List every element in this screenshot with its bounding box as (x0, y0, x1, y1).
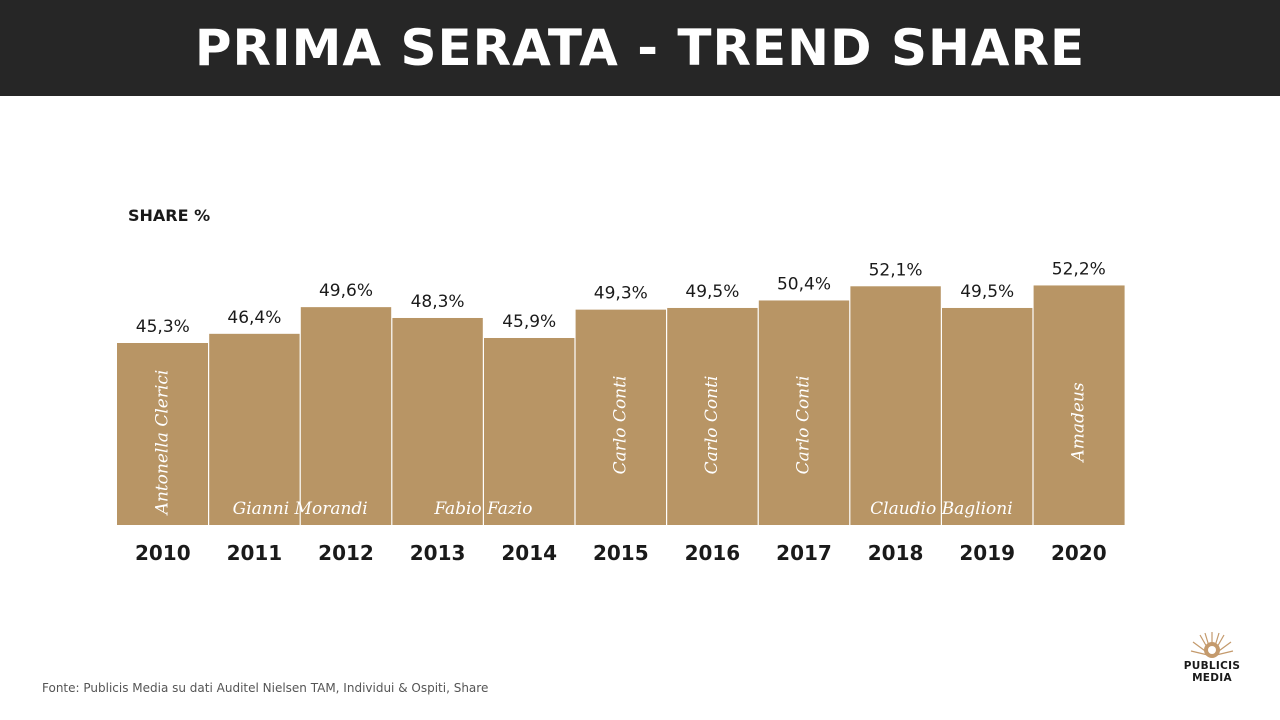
data-label-2019: 49,5% (960, 282, 1014, 302)
bar-2019 (941, 307, 1033, 525)
x-tick-2020: 2020 (1051, 541, 1107, 565)
bar-2016 (666, 307, 759, 525)
y-axis-title: SHARE % (128, 206, 211, 225)
x-tick-2016: 2016 (685, 541, 741, 565)
bar-2020 (1033, 285, 1125, 525)
bar-2014 (483, 337, 575, 525)
data-label-2011: 46,4% (227, 308, 281, 328)
host-label: Fabio Fazio (433, 499, 532, 519)
x-tick-2013: 2013 (410, 541, 466, 565)
data-label-2015: 49,3% (594, 284, 648, 304)
data-label-2016: 49,5% (685, 282, 739, 302)
bar-2018 (849, 286, 942, 525)
page-title: PRIMA SERATA - TREND SHARE (194, 19, 1086, 77)
x-tick-2010: 2010 (135, 541, 191, 565)
lion-sun-logo-icon (1190, 632, 1234, 658)
data-label-2013: 48,3% (411, 292, 465, 312)
bar-2012 (300, 307, 392, 525)
data-label-2014: 45,9% (502, 312, 556, 332)
bar-2015 (575, 309, 667, 525)
bar-2011 (208, 333, 301, 525)
bar-2017 (758, 300, 850, 525)
data-label-2017: 50,4% (777, 274, 831, 294)
x-tick-2018: 2018 (868, 541, 924, 565)
x-tick-2014: 2014 (501, 541, 557, 565)
header-bar: PRIMA SERATA - TREND SHARE (0, 0, 1280, 96)
host-label: Claudio Baglioni (870, 499, 1013, 519)
data-label-2012: 49,6% (319, 281, 373, 301)
host-label: Carlo Conti (794, 376, 814, 475)
host-label: Antonella Clerici (152, 370, 172, 517)
data-label-2010: 45,3% (136, 317, 190, 337)
data-label-2020: 52,2% (1052, 259, 1106, 279)
bar-2010 (117, 343, 209, 525)
source-note: Fonte: Publicis Media su dati Auditel Ni… (42, 681, 489, 695)
logo-line-1: PUBLICIS (1183, 660, 1241, 672)
host-label: Amadeus (1068, 382, 1088, 463)
share-bar-chart: 45,3% 2010 46,4% 2011 49,6% 2012 48,3% 2013 45,9… (117, 259, 1125, 565)
logo-line-2: MEDIA (1192, 672, 1232, 684)
publicis-media-logo: PUBLICIS MEDIA (1172, 630, 1252, 694)
x-tick-2019: 2019 (959, 541, 1015, 565)
host-label: Gianni Morandi (233, 499, 368, 519)
host-label: Carlo Conti (610, 376, 630, 475)
x-tick-2017: 2017 (776, 541, 832, 565)
x-tick-2015: 2015 (593, 541, 649, 565)
data-label-2018: 52,1% (869, 260, 923, 280)
bar-2013 (391, 317, 484, 525)
host-label: Carlo Conti (702, 376, 722, 475)
x-tick-2012: 2012 (318, 541, 374, 565)
x-tick-2011: 2011 (227, 541, 283, 565)
